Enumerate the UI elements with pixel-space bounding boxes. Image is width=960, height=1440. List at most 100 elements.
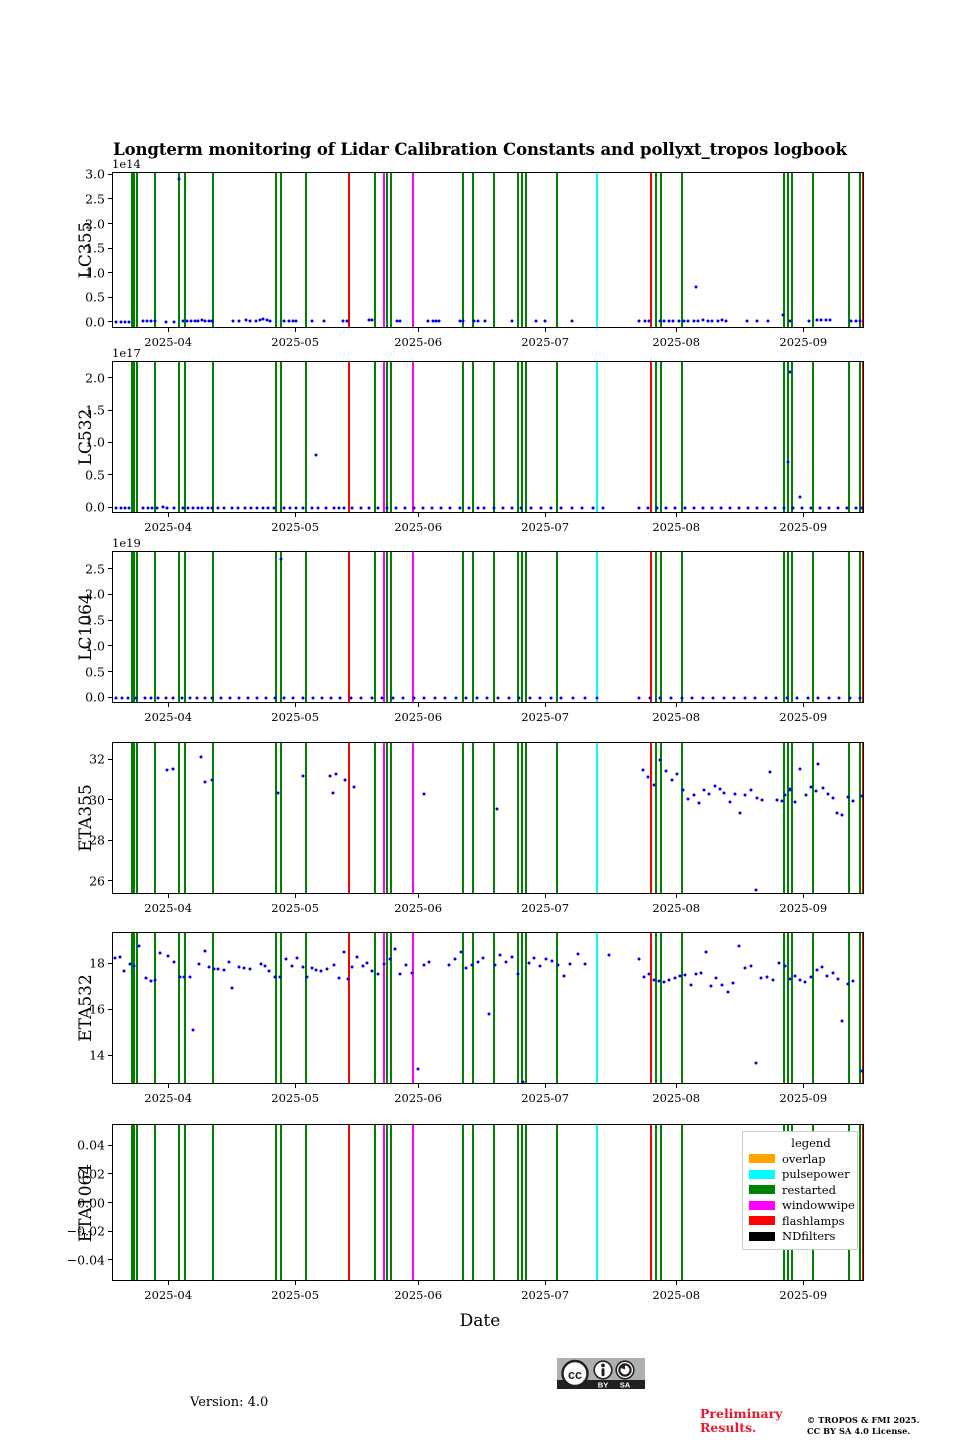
y-tick-label: 3.0 <box>85 166 105 182</box>
data-point <box>701 318 705 322</box>
event-line-restarted <box>275 743 278 893</box>
event-line-restarted <box>212 1125 215 1280</box>
data-point <box>749 964 753 968</box>
data-point <box>119 320 123 324</box>
x-tick-mark <box>676 328 678 332</box>
data-point <box>846 795 850 799</box>
event-line-restarted <box>154 743 157 893</box>
data-point <box>258 318 262 322</box>
data-point <box>652 978 656 982</box>
y-tick-mark <box>108 247 112 249</box>
panel-eta355: 26 28 30 32 2025-04 2025-05 2025-06 2025-07 2025… <box>76 742 864 915</box>
event-line-restarted <box>280 362 283 512</box>
y-axis-label-lc355: LC355 <box>76 221 96 279</box>
event-line-restarted <box>304 173 307 327</box>
data-point <box>291 696 295 700</box>
event-line-restarted <box>462 173 465 327</box>
data-point <box>230 986 234 990</box>
data-point <box>164 320 168 324</box>
y-tick-mark <box>108 962 112 964</box>
y-tick-mark <box>108 645 112 647</box>
data-point <box>647 972 651 976</box>
legend-item-pulsepower: pulsepower <box>749 1167 851 1183</box>
data-point <box>127 506 131 510</box>
data-point <box>710 506 714 510</box>
data-point <box>571 696 575 700</box>
x-tick-mark <box>545 1084 547 1088</box>
data-point <box>268 319 272 323</box>
data-point <box>222 968 226 972</box>
data-point <box>543 319 547 323</box>
data-point <box>846 982 850 986</box>
data-point <box>667 978 671 982</box>
data-point <box>287 319 291 323</box>
data-point <box>673 506 677 510</box>
y-tick-label: 0.00 <box>77 1195 105 1210</box>
data-point <box>743 966 747 970</box>
event-line-restarted <box>136 552 139 702</box>
data-point <box>153 978 157 982</box>
data-point <box>195 696 199 700</box>
y-tick-mark <box>108 1230 112 1232</box>
event-line-restarted <box>472 743 475 893</box>
data-point <box>284 957 288 961</box>
data-point <box>370 969 374 973</box>
event-line-restarted <box>133 933 136 1083</box>
data-point <box>559 696 563 700</box>
event-line-restarted <box>786 933 789 1083</box>
data-point <box>686 797 690 801</box>
x-tick-mark <box>803 513 805 517</box>
data-point <box>780 799 784 803</box>
data-point <box>755 319 759 323</box>
event-line-restarted <box>847 743 850 893</box>
x-tick-label: 2025-09 <box>779 1091 828 1105</box>
data-point <box>434 319 438 323</box>
data-point <box>655 506 659 510</box>
cc-sa-text: SA <box>620 1381 631 1389</box>
data-point <box>788 977 792 981</box>
data-point <box>788 370 792 374</box>
data-point <box>570 506 574 510</box>
event-line-restarted <box>462 552 465 702</box>
event-line-restarted <box>280 552 283 702</box>
data-point <box>809 506 813 510</box>
y-axis-label-eta1064: ETA1064 <box>76 1163 96 1242</box>
data-point <box>325 967 329 971</box>
x-tick-mark <box>676 1084 678 1088</box>
x-tick-label: 2025-07 <box>521 520 570 534</box>
data-point <box>793 800 797 804</box>
data-point <box>819 318 823 322</box>
x-tick-mark <box>545 1281 547 1285</box>
data-point <box>737 944 741 948</box>
data-point <box>282 696 286 700</box>
event-line-restarted <box>130 362 133 512</box>
x-tick-mark <box>545 703 547 707</box>
data-point <box>237 319 241 323</box>
data-point <box>683 973 687 977</box>
event-line-restarted <box>390 743 393 893</box>
event-line-restarted <box>154 173 157 327</box>
event-line-restarted <box>154 362 157 512</box>
data-point <box>203 696 207 700</box>
event-line-restarted <box>133 362 136 512</box>
event-line-flashlamps <box>347 1125 350 1280</box>
event-line-restarted <box>212 362 215 512</box>
event-line-restarted <box>304 933 307 1083</box>
event-line-restarted <box>184 362 187 512</box>
event-line-restarted <box>130 173 133 327</box>
data-point <box>461 319 465 323</box>
data-point <box>840 813 844 817</box>
x-tick-mark <box>168 1084 170 1088</box>
data-point <box>658 319 662 323</box>
data-point <box>294 506 298 510</box>
legend-label-pulsepower: pulsepower <box>782 1167 850 1182</box>
data-point <box>264 696 268 700</box>
data-point <box>404 963 408 967</box>
legend-item-overlap: overlap <box>749 1151 851 1167</box>
event-line-restarted <box>136 743 139 893</box>
data-point <box>165 506 169 510</box>
data-point <box>664 769 668 773</box>
data-point <box>370 696 374 700</box>
event-line-restarted <box>136 933 139 1083</box>
data-point <box>788 319 792 323</box>
